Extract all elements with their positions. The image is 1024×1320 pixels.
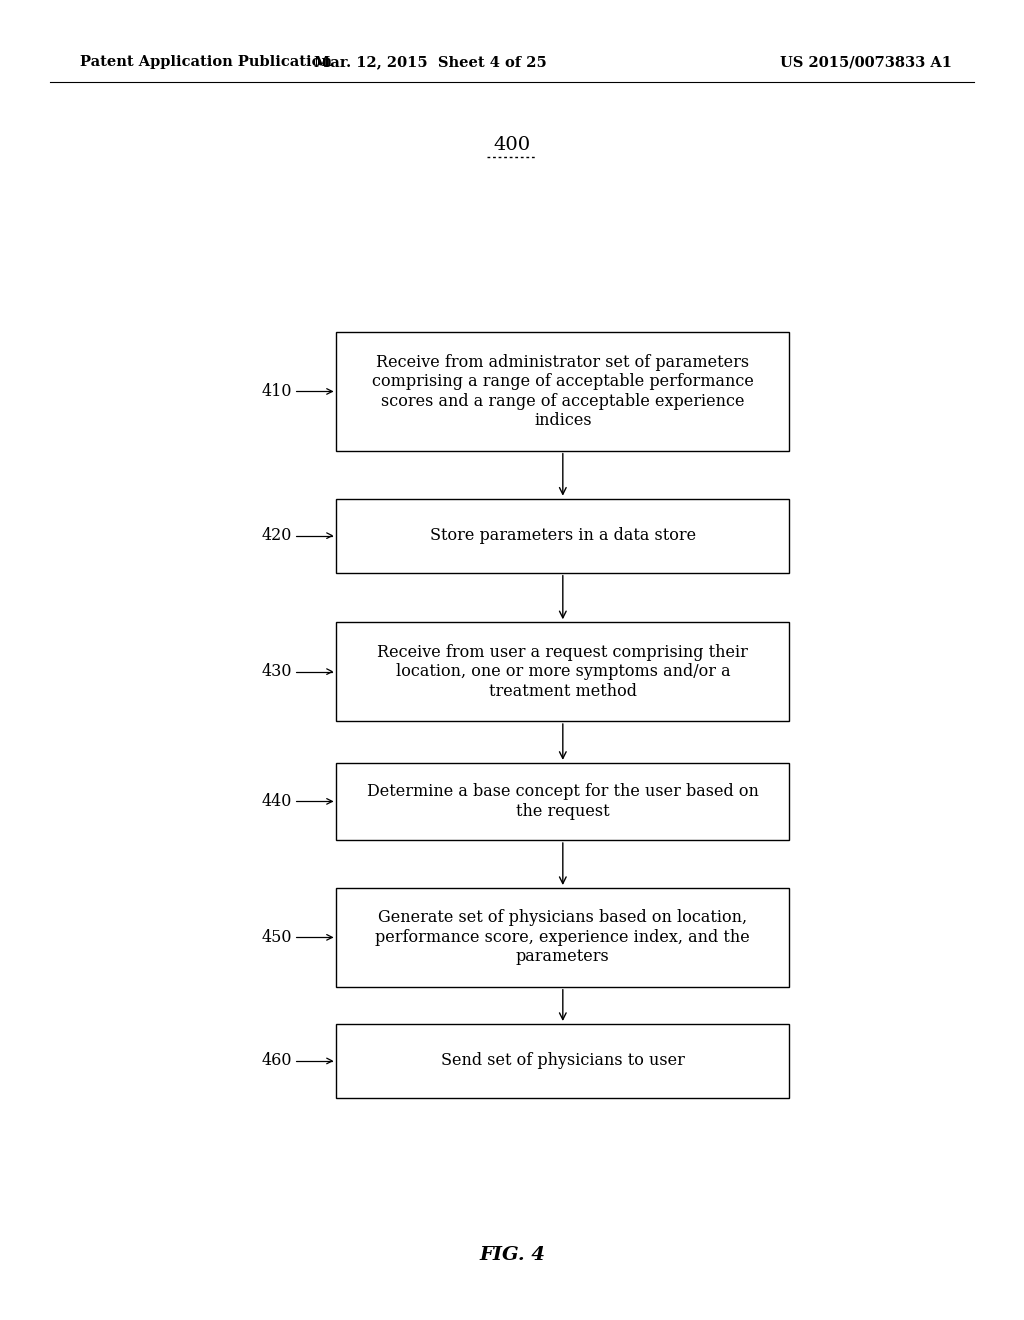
Text: Receive from administrator set of parameters
comprising a range of acceptable pe: Receive from administrator set of parame… xyxy=(372,354,754,429)
Bar xyxy=(337,763,790,840)
Text: Receive from user a request comprising their
location, one or more symptoms and/: Receive from user a request comprising t… xyxy=(378,644,749,700)
Bar xyxy=(337,622,790,721)
Text: 460: 460 xyxy=(261,1052,292,1069)
Text: Send set of physicians to user: Send set of physicians to user xyxy=(441,1052,685,1069)
Text: 430: 430 xyxy=(261,663,292,680)
Bar xyxy=(337,888,790,987)
Bar xyxy=(337,333,790,450)
Text: Determine a base concept for the user based on
the request: Determine a base concept for the user ba… xyxy=(367,783,759,820)
Bar xyxy=(337,499,790,573)
Bar xyxy=(337,1024,790,1098)
Text: 420: 420 xyxy=(261,527,292,544)
Text: 450: 450 xyxy=(261,929,292,946)
Text: Store parameters in a data store: Store parameters in a data store xyxy=(430,527,696,544)
Text: 400: 400 xyxy=(494,136,530,154)
Text: Patent Application Publication: Patent Application Publication xyxy=(80,55,332,69)
Text: FIG. 4: FIG. 4 xyxy=(479,1246,545,1265)
Text: Generate set of physicians based on location,
performance score, experience inde: Generate set of physicians based on loca… xyxy=(376,909,751,965)
Text: 410: 410 xyxy=(261,383,292,400)
Text: 440: 440 xyxy=(261,793,292,810)
Text: Mar. 12, 2015  Sheet 4 of 25: Mar. 12, 2015 Sheet 4 of 25 xyxy=(313,55,547,69)
Text: US 2015/0073833 A1: US 2015/0073833 A1 xyxy=(780,55,952,69)
